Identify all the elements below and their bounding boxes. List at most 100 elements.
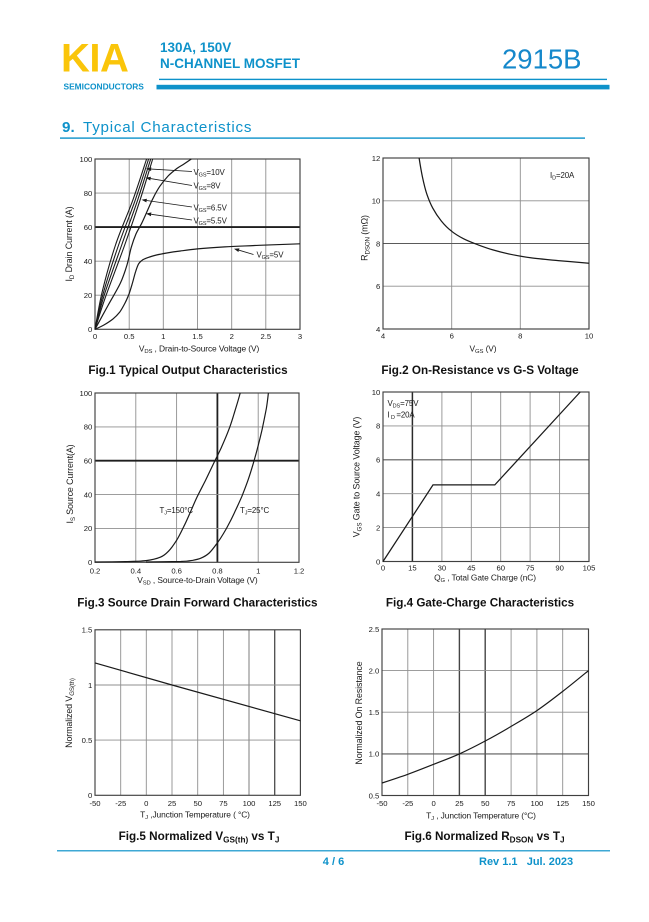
svg-text:TJ​=150°C: TJ​=150°C — [160, 506, 194, 517]
svg-text:100: 100 — [243, 799, 256, 808]
svg-text:KIA: KIA — [61, 37, 128, 81]
svg-text:125: 125 — [268, 799, 281, 808]
svg-text:75: 75 — [507, 799, 515, 808]
svg-text:2.5: 2.5 — [261, 332, 272, 341]
svg-text:QG​ , Total Gate Charge (nC): QG​ , Total Gate Charge (nC) — [434, 573, 536, 585]
svg-text:-25: -25 — [402, 799, 413, 808]
svg-text:RDSON​ (mΩ): RDSON​ (mΩ) — [360, 215, 372, 261]
svg-text:130A, 150V: 130A, 150V — [160, 40, 231, 55]
svg-text:0: 0 — [144, 799, 148, 808]
svg-text:8: 8 — [376, 422, 380, 431]
svg-text:1: 1 — [88, 681, 92, 690]
svg-text:6: 6 — [376, 456, 380, 465]
svg-text:60: 60 — [84, 223, 92, 232]
svg-text:Fig.2 On-Resistance vs G-S Vol: Fig.2 On-Resistance vs G-S Voltage — [381, 364, 579, 377]
svg-text:75: 75 — [526, 564, 534, 573]
svg-text:VDS​ , Drain-to-Source Voltag: VDS​ , Drain-to-Source Voltage (V) — [139, 344, 260, 356]
svg-text:0.8: 0.8 — [212, 566, 223, 575]
svg-text:VDS​=75V: VDS​=75V — [388, 399, 420, 410]
svg-text:2.5: 2.5 — [369, 625, 380, 634]
svg-text:60: 60 — [84, 457, 92, 466]
svg-text:40: 40 — [84, 257, 92, 266]
svg-text:2.0: 2.0 — [369, 666, 380, 675]
svg-text:40: 40 — [84, 490, 92, 499]
svg-text:VGS​=5.5V: VGS​=5.5V — [194, 217, 228, 228]
svg-text:TJ​ , Junction Temperature (°C: TJ​ , Junction Temperature (°C) — [426, 810, 536, 822]
svg-text:1.5: 1.5 — [369, 708, 380, 717]
svg-text:6: 6 — [450, 332, 454, 341]
svg-text:VGS​ (V): VGS​ (V) — [470, 344, 497, 356]
svg-text:4: 4 — [381, 332, 386, 341]
svg-text:150: 150 — [582, 799, 595, 808]
svg-text:TJ​ ,Junction Temperature (: TJ​ ,Junction Temperature ( °C) — [140, 809, 250, 821]
svg-text:10: 10 — [372, 197, 380, 206]
svg-text:Typical Characteristics: Typical Characteristics — [83, 119, 252, 136]
svg-text:25: 25 — [455, 799, 463, 808]
svg-text:1.2: 1.2 — [294, 566, 305, 575]
svg-text:1: 1 — [256, 566, 260, 575]
svg-text:90: 90 — [555, 564, 563, 573]
svg-text:50: 50 — [193, 799, 201, 808]
svg-text:0.5: 0.5 — [369, 791, 380, 800]
svg-text:80: 80 — [84, 423, 92, 432]
svg-text:SEMICONDUCTORS: SEMICONDUCTORS — [64, 81, 145, 91]
svg-text:2915B: 2915B — [502, 44, 582, 75]
svg-text:1.0: 1.0 — [369, 750, 380, 759]
svg-text:20: 20 — [84, 524, 92, 533]
svg-text:Fig.1 Typical Output Character: Fig.1 Typical Output Characteristics — [88, 364, 288, 377]
svg-text:1: 1 — [161, 332, 165, 341]
svg-text:4 / 6: 4 / 6 — [323, 856, 344, 868]
svg-text:0.4: 0.4 — [131, 566, 142, 575]
svg-text:Fig.6 Normalized RDSON​ vs TJ​: Fig.6 Normalized RDSON​ vs TJ​ — [404, 830, 564, 844]
svg-text:Fig.5 Normalized VGS(th)​ vs T: Fig.5 Normalized VGS(th)​ vs TJ​ — [119, 830, 280, 844]
svg-text:100: 100 — [80, 155, 93, 164]
svg-text:60: 60 — [496, 564, 504, 573]
svg-text:IS​ Source Current(A): IS​ Source Current(A) — [65, 444, 77, 523]
svg-text:0: 0 — [88, 558, 92, 567]
svg-text:0.5: 0.5 — [82, 736, 93, 745]
svg-text:N-CHANNEL MOSFET: N-CHANNEL MOSFET — [160, 56, 301, 71]
svg-text:Normalized On Resistance: Normalized On Resistance — [354, 661, 364, 764]
svg-text:1.5: 1.5 — [82, 626, 93, 635]
svg-text:75: 75 — [219, 799, 227, 808]
svg-text:0: 0 — [88, 791, 92, 800]
svg-text:I D ​=20A: I D ​=20A — [388, 411, 416, 422]
svg-text:Fig.4 Gate-Charge Characterist: Fig.4 Gate-Charge Characteristics — [386, 597, 575, 610]
svg-text:105: 105 — [583, 564, 596, 573]
svg-text:2: 2 — [376, 523, 380, 532]
svg-text:15: 15 — [408, 564, 416, 573]
svg-text:-50: -50 — [377, 799, 388, 808]
svg-text:-25: -25 — [115, 799, 126, 808]
svg-text:0: 0 — [381, 564, 385, 573]
svg-text:3: 3 — [298, 332, 302, 341]
svg-text:10: 10 — [372, 388, 380, 397]
svg-text:25: 25 — [168, 799, 176, 808]
svg-text:ID​ Drain Current (A): ID​ Drain Current (A) — [64, 206, 76, 281]
svg-text:Rev 1.1 Jul. 2023: Rev 1.1 Jul. 2023 — [479, 856, 573, 868]
svg-text:80: 80 — [84, 189, 92, 198]
svg-text:125: 125 — [556, 799, 569, 808]
svg-text:0: 0 — [431, 799, 435, 808]
svg-text:2: 2 — [230, 332, 234, 341]
svg-text:Normalized VGS(th)​: Normalized VGS(th)​ — [64, 678, 76, 748]
svg-text:4: 4 — [376, 490, 381, 499]
svg-text:100: 100 — [80, 389, 93, 398]
svg-text:100: 100 — [531, 799, 544, 808]
svg-text:VGS​ Gate to Source Voltage (: VGS​ Gate to Source Voltage (V) — [352, 417, 364, 538]
svg-text:10: 10 — [585, 332, 593, 341]
svg-text:150: 150 — [294, 799, 307, 808]
svg-text:50: 50 — [481, 799, 489, 808]
svg-text:8: 8 — [376, 239, 380, 248]
svg-text:0: 0 — [93, 332, 97, 341]
svg-text:45: 45 — [467, 564, 475, 573]
svg-text:Fig.3 Source Drain Forward Cha: Fig.3 Source Drain Forward Characteristi… — [77, 597, 318, 610]
svg-text:ID​=20A: ID​=20A — [550, 171, 575, 182]
svg-text:0.5: 0.5 — [124, 332, 135, 341]
svg-text:6: 6 — [376, 282, 380, 291]
svg-text:VGS​=5V: VGS​=5V — [257, 251, 285, 262]
svg-text:20: 20 — [84, 291, 92, 300]
svg-text:0: 0 — [376, 557, 380, 566]
svg-text:30: 30 — [438, 564, 446, 573]
svg-text:0: 0 — [88, 325, 92, 334]
svg-text:8: 8 — [518, 332, 522, 341]
